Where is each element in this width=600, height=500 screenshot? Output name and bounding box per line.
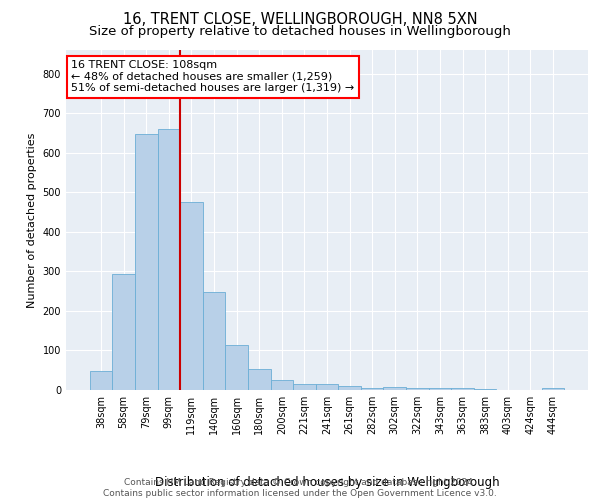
Bar — [428, 388, 451, 390]
Bar — [316, 384, 338, 390]
Bar — [271, 380, 293, 390]
Text: Size of property relative to detached houses in Wellingborough: Size of property relative to detached ho… — [89, 25, 511, 38]
Bar — [112, 274, 135, 390]
Bar — [451, 388, 474, 390]
Bar — [293, 384, 316, 390]
Bar — [542, 388, 564, 390]
Bar — [406, 388, 428, 390]
Bar — [135, 134, 158, 390]
X-axis label: Distribution of detached houses by size in Wellingborough: Distribution of detached houses by size … — [155, 476, 499, 489]
Text: 16, TRENT CLOSE, WELLINGBOROUGH, NN8 5XN: 16, TRENT CLOSE, WELLINGBOROUGH, NN8 5XN — [122, 12, 478, 28]
Bar — [90, 372, 112, 390]
Bar — [203, 292, 226, 390]
Bar — [248, 370, 271, 390]
Bar — [361, 388, 383, 390]
Text: 16 TRENT CLOSE: 108sqm
← 48% of detached houses are smaller (1,259)
51% of semi-: 16 TRENT CLOSE: 108sqm ← 48% of detached… — [71, 60, 355, 94]
Bar — [338, 386, 361, 390]
Bar — [180, 202, 203, 390]
Bar — [474, 389, 496, 390]
Bar — [226, 345, 248, 390]
Y-axis label: Number of detached properties: Number of detached properties — [27, 132, 37, 308]
Bar — [158, 129, 180, 390]
Bar — [383, 387, 406, 390]
Text: Contains HM Land Registry data © Crown copyright and database right 2024.
Contai: Contains HM Land Registry data © Crown c… — [103, 478, 497, 498]
